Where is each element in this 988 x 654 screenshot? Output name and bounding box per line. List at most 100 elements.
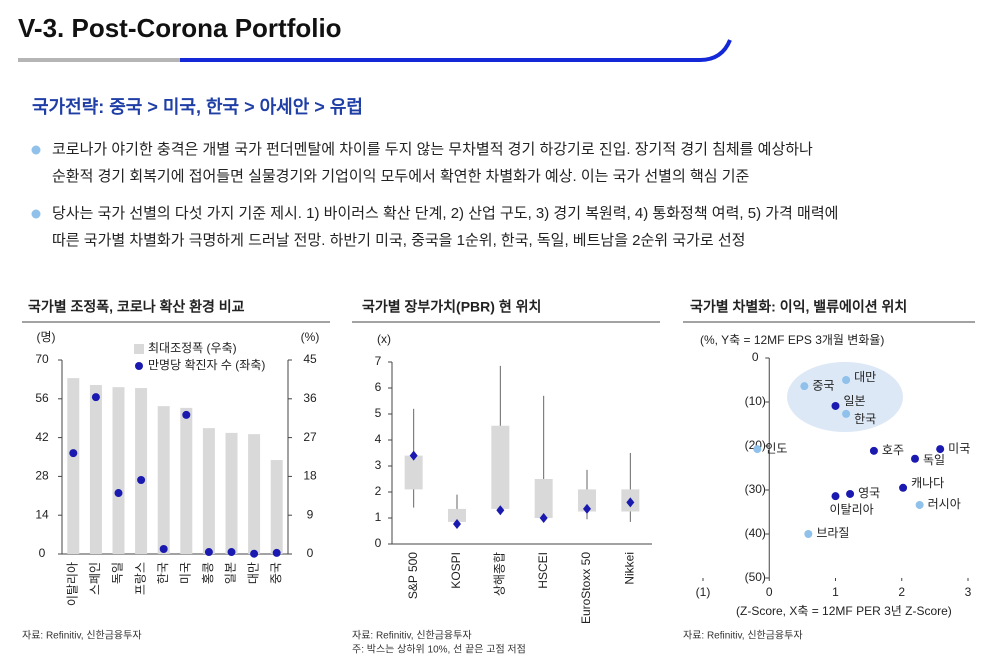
bullet-line: 순환적 경기 회복기에 접어들면 실물경기와 기업이익 모두에서 확연한 차별화… — [52, 168, 750, 185]
bar — [112, 387, 125, 554]
x-tick-label: 0 — [766, 585, 773, 599]
x-tick-label: 상해종합 — [493, 552, 507, 596]
dot — [114, 489, 123, 498]
note: 주: 박스는 상하위 10%, 선 끝은 고점 저점 — [352, 643, 526, 654]
y-tick-label: 7 — [375, 354, 382, 368]
y2-tick-label: 0 — [307, 546, 314, 560]
highlight-ellipse — [787, 362, 903, 432]
point-label: 한국 — [854, 412, 876, 426]
bullet-dot — [31, 209, 41, 219]
y-axis-unit: (x) — [377, 332, 391, 346]
point — [804, 530, 813, 538]
point-label: 러시아 — [928, 497, 961, 511]
current-marker — [626, 497, 635, 508]
dot — [69, 449, 78, 458]
x-tick-label: S&P 500 — [406, 552, 420, 599]
current-marker — [453, 518, 461, 529]
bar — [157, 406, 170, 554]
box — [448, 508, 466, 522]
bullet-line: 코로나가 야기한 충격은 개별 국가 펀더멘탈에 차이를 두지 않는 무차별적 … — [52, 141, 813, 158]
point — [936, 445, 945, 454]
point-label: 인도 — [765, 441, 787, 455]
point — [846, 489, 855, 498]
y2-axis-unit: (%) — [301, 330, 320, 344]
x-tick-label: 미국 — [178, 562, 192, 584]
y-tick-label: 56 — [35, 391, 49, 405]
point — [831, 492, 840, 501]
y-tick-label: 70 — [35, 352, 49, 366]
point-label: 영국 — [858, 486, 880, 500]
point — [869, 446, 878, 455]
y-tick-label: 5 — [375, 406, 382, 420]
bar — [270, 460, 283, 554]
point-label: 미국 — [948, 441, 970, 455]
point-label: 캐나다 — [911, 476, 944, 490]
subtitle: 국가전략: 중국 > 미국, 한국 > 아세안 > 유럽 — [32, 97, 363, 117]
x-tick-label: 일본 — [224, 562, 238, 584]
y-tick-label: 14 — [35, 507, 49, 521]
y-tick-label: 0 — [375, 536, 382, 550]
bullet-dot — [31, 145, 41, 155]
y-axis-unit: (명) — [36, 330, 55, 344]
y-tick-label: 6 — [375, 380, 382, 394]
header-swoosh — [180, 39, 732, 62]
point — [842, 376, 851, 384]
point-label: 대만 — [854, 370, 876, 384]
point — [831, 401, 840, 410]
y-tick-label: (40) — [745, 526, 766, 540]
header-rule — [18, 58, 180, 62]
bar — [89, 385, 102, 554]
point — [800, 382, 809, 391]
current-marker — [409, 450, 418, 461]
dot — [159, 545, 168, 554]
box — [534, 479, 553, 518]
y-tick-label: 4 — [375, 432, 382, 446]
y-tick-label: 42 — [35, 430, 49, 444]
dot — [91, 393, 100, 402]
y-tick-label: (10) — [745, 394, 766, 408]
y2-tick-label: 45 — [303, 352, 317, 366]
point — [753, 445, 762, 454]
source: 자료: Refinitiv, 신한금융투자 — [352, 630, 472, 642]
current-marker — [496, 505, 505, 516]
y-axis-title: (%, Y축 = 12MF EPS 3개월 변화율) — [700, 333, 884, 347]
dot — [137, 476, 146, 485]
y-tick-label: 2 — [375, 484, 382, 498]
bullet-line: 따른 국가별 차별화가 극명하게 드러날 전망. 하반기 미국, 중국을 1순위… — [52, 232, 745, 249]
y2-tick-label: 27 — [303, 430, 317, 444]
x-tick-label: (1) — [696, 585, 711, 599]
y-tick-label: 0 — [39, 546, 46, 560]
y-tick-label: (50) — [745, 570, 766, 584]
bullet-line: 당사는 국가 선별의 다섯 가지 기준 제시. 1) 바이러스 확산 단계, 2… — [52, 205, 838, 222]
x-tick-label: Nikkei — [623, 552, 637, 585]
legend-label: 만명당 확진자 수 (좌축) — [148, 358, 265, 372]
point-label: 중국 — [812, 378, 834, 392]
y-tick-label: 3 — [375, 458, 382, 472]
point — [842, 409, 851, 418]
point — [899, 483, 908, 492]
x-tick-label: 대만 — [246, 562, 260, 584]
bar — [202, 428, 215, 554]
bar — [225, 432, 238, 554]
x-tick-label: 홍콩 — [201, 562, 215, 584]
bar — [135, 388, 148, 554]
x-tick-label: HSCEI — [536, 552, 550, 589]
x-tick-label: EuroStoxx 50 — [579, 552, 593, 624]
current-marker — [583, 503, 591, 514]
source: 자료: Refinitiv, 신한금융투자 — [22, 630, 142, 642]
current-marker — [539, 513, 548, 523]
dot — [204, 548, 213, 557]
dot — [272, 548, 281, 557]
bar — [67, 378, 80, 554]
y-tick-label: (30) — [745, 482, 766, 496]
box — [404, 455, 423, 490]
point-label: 브라질 — [816, 526, 849, 540]
point-label: 일본 — [844, 394, 866, 408]
x-tick-label: KOSPI — [449, 552, 463, 589]
chart-title: 국가별 차별화: 이익, 밸류에이션 위치 — [690, 299, 907, 315]
x-tick-label: 이탈리아 — [65, 562, 79, 606]
x-tick-label: 중국 — [269, 562, 283, 584]
page-title: V-3. Post-Corona Portfolio — [18, 13, 342, 43]
box — [578, 489, 596, 512]
